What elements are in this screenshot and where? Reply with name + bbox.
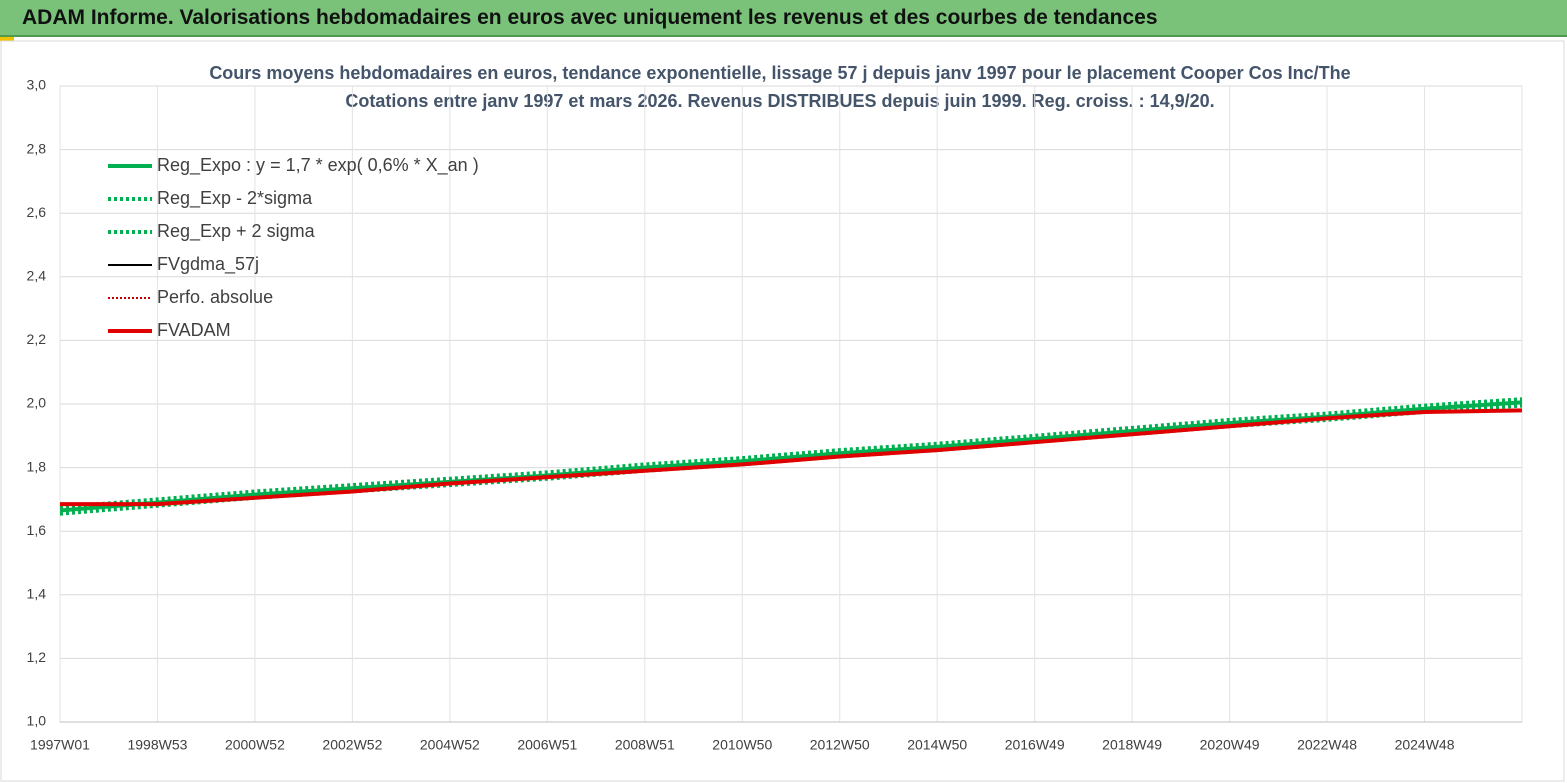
- y-tick-label: 2,6: [27, 204, 47, 220]
- series-line: [60, 408, 1523, 507]
- accent: [0, 37, 14, 41]
- series-line: [59, 397, 1523, 510]
- header-bar: ADAM Informe. Valorisations hebdomadaire…: [0, 0, 1567, 37]
- y-tick-label: 2,2: [27, 331, 47, 347]
- x-tick-label: 2010W50: [712, 737, 772, 753]
- x-tick-label: 2020W49: [1200, 737, 1260, 753]
- legend-label: FVADAM: [157, 320, 231, 340]
- chart-frame: [0, 40, 1565, 782]
- legend-label: Perfo. absolue: [157, 287, 273, 307]
- x-tick-label: 2004W52: [420, 737, 480, 753]
- x-tick-label: 2000W52: [225, 737, 285, 753]
- y-tick-label: 3,0: [27, 77, 47, 93]
- x-tick-label: 2008W51: [615, 737, 675, 753]
- x-tick-label: 1997W01: [30, 737, 90, 753]
- y-tick-label: 1,8: [27, 458, 47, 474]
- y-tick-label: 1,2: [27, 649, 47, 665]
- x-tick-label: 2012W50: [810, 737, 870, 753]
- x-tick-label: 2014W50: [907, 737, 967, 753]
- y-tick-label: 2,0: [27, 395, 47, 411]
- legend-label: Reg_Exp - 2*sigma: [157, 188, 313, 209]
- x-tick-label: 2024W48: [1395, 737, 1455, 753]
- x-tick-label: 2018W49: [1102, 737, 1162, 753]
- chart-subtitle: Cotations entre janv 1997 et mars 2026. …: [345, 91, 1214, 111]
- x-tick-label: 2016W49: [1005, 737, 1065, 753]
- x-tick-label: 1998W53: [127, 737, 187, 753]
- x-tick-label: 2002W52: [322, 737, 382, 753]
- x-tick-label: 2022W48: [1297, 737, 1357, 753]
- y-tick-label: 1,6: [27, 522, 47, 538]
- y-tick-label: 1,0: [27, 713, 47, 729]
- legend-label: Reg_Expo : y = 1,7 * exp( 0,6% * X_an ): [157, 155, 479, 176]
- x-tick-label: 2006W51: [517, 737, 577, 753]
- y-tick-label: 2,4: [27, 268, 47, 284]
- series-line: [59, 400, 1523, 513]
- legend-label: FVgdma_57j: [157, 254, 259, 275]
- chart-title: Cours moyens hebdomadaires en euros, ten…: [209, 63, 1350, 83]
- header-title: ADAM Informe. Valorisations hebdomadaire…: [22, 6, 1158, 29]
- y-tick-label: 2,8: [27, 140, 47, 156]
- y-tick-label: 1,4: [27, 586, 47, 602]
- chart: Cours moyens hebdomadaires en euros, ten…: [0, 40, 1565, 782]
- legend-label: Reg_Exp + 2 sigma: [157, 221, 316, 242]
